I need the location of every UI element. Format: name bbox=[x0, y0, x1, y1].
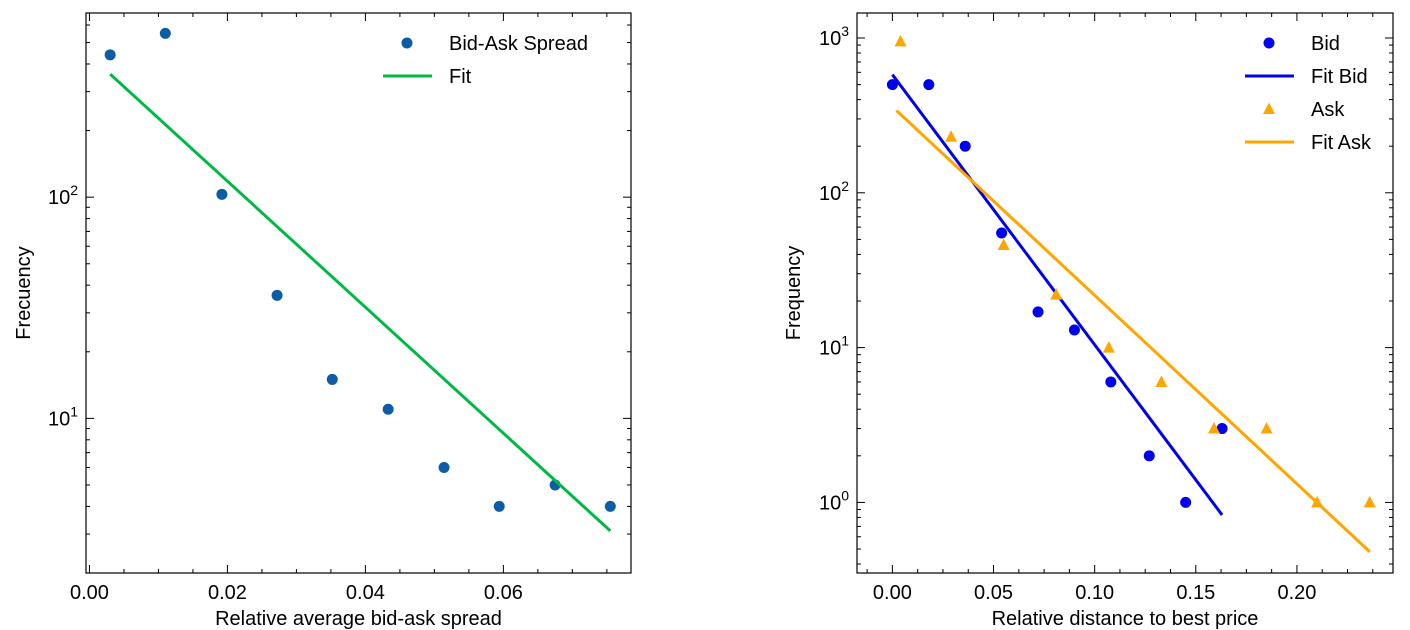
data-point bbox=[1050, 288, 1063, 300]
data-point bbox=[1180, 496, 1192, 508]
legend-marker bbox=[1263, 37, 1275, 49]
data-point bbox=[1102, 341, 1115, 353]
data-point bbox=[271, 289, 283, 301]
x-tick-label: 0.20 bbox=[1277, 582, 1316, 604]
legend-label: Bid-Ask Spread bbox=[449, 33, 588, 55]
data-point bbox=[159, 27, 171, 39]
right-chart-panel: 0.00 0.05 0.10 0.15 0.20 100 101 102 103 Relative… bbox=[783, 12, 1394, 630]
plot-frame bbox=[856, 12, 1394, 574]
y-axis-label: Frecuency bbox=[13, 246, 35, 339]
x-axis-label: Relative distance to best price bbox=[992, 608, 1259, 630]
y-tick-label: 100 bbox=[819, 487, 849, 514]
data-point bbox=[923, 79, 935, 91]
x-tick-label: 0.06 bbox=[484, 582, 523, 604]
data-point bbox=[1260, 422, 1273, 434]
data-point bbox=[959, 140, 971, 152]
fit-line bbox=[895, 109, 1371, 553]
y-tick-label: 102 bbox=[819, 178, 849, 205]
legend-marker bbox=[401, 37, 413, 49]
data-point bbox=[997, 238, 1010, 251]
x-tick-label: 0.05 bbox=[974, 582, 1013, 604]
plot-frame bbox=[85, 12, 632, 574]
legend-label: Bid bbox=[1311, 33, 1340, 55]
y-tick-label: 103 bbox=[819, 23, 849, 50]
data-point bbox=[1216, 423, 1228, 435]
data-point bbox=[1155, 375, 1168, 387]
legend-label: Fit Ask bbox=[1311, 132, 1372, 154]
data-point bbox=[945, 130, 958, 142]
data-point bbox=[493, 500, 505, 512]
x-tick-label: 0.10 bbox=[1075, 582, 1114, 604]
data-point bbox=[894, 34, 907, 47]
x-axis-label: Relative average bid-ask spread bbox=[215, 608, 502, 630]
y-tick-label: 102 bbox=[48, 182, 78, 209]
data-point bbox=[996, 227, 1008, 239]
data-point bbox=[1068, 324, 1080, 336]
y-tick-label: 101 bbox=[48, 403, 78, 430]
fit-line bbox=[109, 72, 612, 533]
left-chart-panel: 0.00 0.02 0.04 0.06 101 102 Relative average b… bbox=[13, 12, 632, 630]
x-tick-label: 0.15 bbox=[1176, 582, 1215, 604]
data-point bbox=[438, 461, 450, 473]
data-point bbox=[1143, 450, 1155, 462]
data-point bbox=[1363, 495, 1376, 508]
data-point bbox=[216, 188, 228, 200]
data-point bbox=[326, 373, 338, 385]
x-tick-label: 0.00 bbox=[873, 582, 912, 604]
y-axis-label: Frequency bbox=[783, 246, 805, 341]
data-point bbox=[382, 403, 394, 415]
data-point bbox=[886, 79, 898, 91]
x-tick-label: 0.02 bbox=[208, 582, 247, 604]
data-point bbox=[104, 49, 116, 61]
y-tick-label: 101 bbox=[819, 333, 849, 360]
legend-label: Ask bbox=[1311, 99, 1345, 121]
data-point bbox=[1105, 376, 1117, 388]
legend-label: Fit bbox=[449, 66, 472, 88]
x-tick-label: 0.00 bbox=[70, 582, 109, 604]
legend-label: Fit Bid bbox=[1311, 66, 1368, 88]
data-point bbox=[1032, 306, 1044, 318]
data-point bbox=[1207, 422, 1220, 434]
legend-marker bbox=[1263, 102, 1275, 114]
x-tick-label: 0.04 bbox=[346, 582, 385, 604]
data-point bbox=[604, 500, 616, 512]
